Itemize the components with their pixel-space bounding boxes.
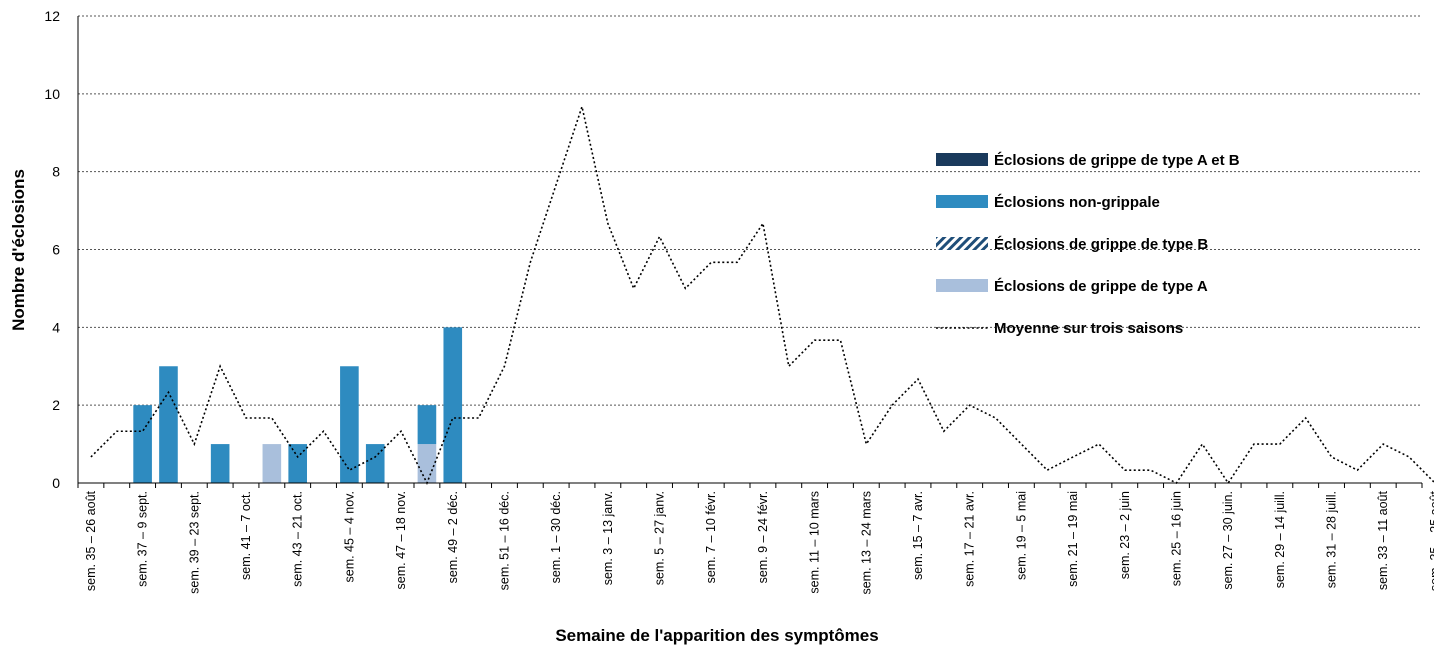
- x-tick-label: sem. 7 – 10 févr.: [704, 491, 718, 583]
- x-tick-label: sem. 13 – 24 mars: [859, 491, 873, 595]
- x-tick-label: sem. 31 – 28 juill.: [1325, 491, 1339, 588]
- y-tick-label: 6: [52, 242, 60, 258]
- x-tick-label: sem. 9 – 24 févr.: [756, 491, 770, 583]
- legend-label: Éclosions de grippe de type A et B: [994, 152, 1240, 169]
- legend-swatch: [936, 153, 988, 166]
- x-tick-label: sem. 47 – 18 nov.: [394, 491, 408, 589]
- x-tick-label: sem. 45 – 4 nov.: [342, 491, 356, 583]
- x-tick-label: sem. 35 – 25 août: [1428, 490, 1434, 591]
- legend-swatch: [936, 195, 988, 208]
- x-tick-label: sem. 23 – 2 juin: [1118, 491, 1132, 579]
- average-line: [90, 103, 1434, 485]
- gridlines: [78, 15, 1422, 406]
- x-tick-label: sem. 33 – 11 août: [1376, 490, 1390, 590]
- x-tick-label: sem. 15 – 7 avr.: [911, 491, 925, 580]
- x-tick-label: sem. 5 – 27 janv.: [653, 491, 667, 585]
- x-tick-label: sem. 27 – 30 juin.: [1221, 491, 1235, 590]
- bar: [288, 444, 307, 483]
- x-tick-label: sem. 51 – 16 déc.: [497, 491, 511, 590]
- y-tick-label: 12: [44, 8, 60, 24]
- x-tick-label: sem. 25 – 16 juin: [1169, 491, 1183, 586]
- bar: [340, 366, 359, 483]
- bar: [159, 366, 178, 483]
- bars: [133, 327, 463, 483]
- x-tick-label: sem. 3 – 13 janv.: [601, 491, 615, 585]
- y-tick-label: 4: [52, 319, 60, 335]
- y-axis-ticks: 0 2 4 6 8 10 12: [44, 8, 60, 491]
- x-tick-label: sem. 43 – 21 oct.: [291, 491, 305, 587]
- bar: [443, 327, 463, 483]
- x-tick-label: sem. 37 – 9 sept.: [136, 491, 150, 587]
- x-tick-label: sem. 11 – 10 mars: [808, 491, 822, 594]
- x-axis-title: Semaine de l'apparition des symptômes: [555, 626, 878, 645]
- legend: Éclosions de grippe de type A et B Éclosi…: [936, 152, 1240, 337]
- x-tick-label: sem. 39 – 23 sept.: [187, 491, 201, 594]
- x-tick-label: sem. 49 – 2 déc.: [446, 491, 460, 583]
- x-tick-label: sem. 19 – 5 mai: [1014, 491, 1028, 580]
- legend-label: Moyenne sur trois saisons: [994, 320, 1183, 337]
- bar: [210, 444, 230, 483]
- y-tick-label: 8: [52, 164, 60, 180]
- legend-label: Éclosions non-grippale: [994, 194, 1160, 211]
- bar: [133, 405, 152, 483]
- y-tick-label: 2: [52, 397, 60, 413]
- legend-swatch: [936, 279, 988, 292]
- legend-swatch: [936, 237, 988, 250]
- y-tick-label: 0: [52, 475, 60, 491]
- bar: [417, 405, 437, 445]
- bar: [365, 444, 385, 483]
- x-tick-label: sem. 35 – 26 août: [84, 490, 98, 591]
- x-tick-label: sem. 1 – 30 déc.: [549, 491, 563, 583]
- legend-label: Éclosions de grippe de type B: [994, 236, 1208, 253]
- bar: [417, 444, 437, 483]
- x-tick-label: sem. 29 – 14 juill.: [1273, 491, 1287, 588]
- legend-label: Éclosions de grippe de type A: [994, 278, 1208, 295]
- x-axis-ticks: sem. 35 – 26 août sem. 37 – 9 sept. sem. 3…: [77, 483, 1434, 595]
- x-tick-label: sem. 21 – 19 mai: [1066, 491, 1080, 587]
- x-tick-label: sem. 17 – 21 avr.: [963, 491, 977, 587]
- x-tick-label: sem. 41 – 7 oct.: [239, 491, 253, 580]
- y-axis-title: Nombre d'éclosions: [9, 169, 28, 331]
- series-line-moyenne: [90, 103, 1434, 485]
- y-tick-label: 10: [44, 86, 60, 102]
- bar: [262, 444, 282, 483]
